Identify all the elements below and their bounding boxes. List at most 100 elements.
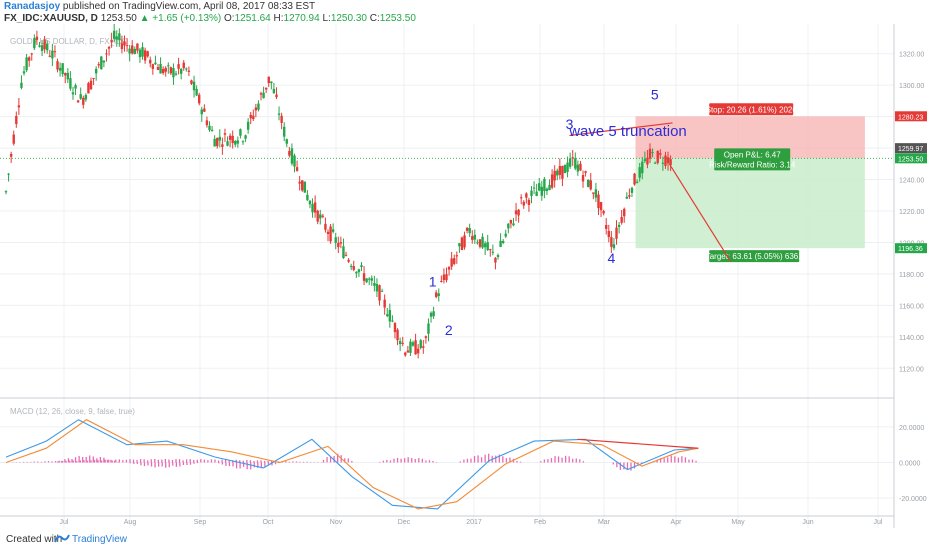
candle [262, 92, 265, 99]
candle [179, 68, 183, 74]
candle [386, 314, 389, 317]
candle [664, 155, 667, 166]
risk-reward-tool[interactable] [0, 116, 894, 249]
candle [275, 94, 278, 98]
chart-annotations: Stop: 20.26 (1.61%) 2026 Target: 63.61 (5… [429, 86, 803, 338]
author-name[interactable]: Ranadasjoy [4, 1, 61, 12]
candle [64, 73, 67, 76]
candle [545, 188, 549, 192]
time-tick-label: Feb [534, 519, 546, 526]
candle [447, 266, 451, 270]
projection-line [668, 163, 732, 262]
candle [9, 153, 13, 157]
candle [666, 157, 670, 164]
candle [349, 265, 353, 267]
candle [607, 230, 610, 238]
candle [226, 141, 229, 146]
wave-label: 4 [607, 250, 615, 266]
candle [501, 241, 505, 243]
wave-label: 3 [566, 116, 574, 132]
candle [22, 71, 26, 74]
candle [553, 170, 556, 181]
time-tick-label: Jul [874, 519, 883, 526]
wave-trendline [569, 122, 673, 137]
candle [316, 210, 319, 222]
open-value: 1251.64 [234, 13, 271, 24]
candle [360, 265, 363, 268]
candle [46, 44, 49, 51]
price-tick-label: 1320.00 [899, 52, 924, 59]
candle [540, 186, 544, 196]
candle [656, 151, 659, 163]
candle [561, 165, 564, 179]
price-change: ▲ +1.65 (+0.13%) [139, 13, 222, 24]
candle [283, 126, 286, 137]
macd-pane [5, 419, 699, 510]
candle [453, 258, 456, 264]
candle [342, 246, 345, 259]
candle [532, 187, 536, 189]
candle [195, 88, 198, 96]
candle [218, 136, 222, 141]
candle [249, 114, 252, 119]
target-label-box [709, 250, 800, 263]
candle [110, 39, 113, 43]
candle [125, 45, 129, 47]
chart-area[interactable]: GOLD / US DOLLAR, D, FX_IDC Stop: 20.26 … [0, 24, 932, 528]
candle [277, 113, 281, 115]
time-tick-label: Dec [398, 519, 411, 526]
candle [326, 231, 330, 235]
candle [131, 45, 134, 54]
time-tick-label: Jun [802, 519, 813, 526]
candle [440, 280, 443, 282]
candle [568, 158, 572, 167]
time-tick-label: Jul [60, 519, 69, 526]
candle [280, 115, 283, 123]
candle [298, 181, 301, 184]
candle [239, 129, 242, 136]
candle [177, 64, 180, 69]
candle [571, 157, 574, 159]
candle [7, 173, 10, 175]
candle [33, 38, 36, 49]
close-value: 1253.50 [379, 13, 416, 24]
candle [159, 63, 162, 74]
macd-tick-label: -20.0000 [899, 496, 927, 503]
candle [244, 135, 247, 139]
candle [653, 162, 657, 164]
candle [486, 242, 489, 251]
time-tick-label: Aug [124, 519, 137, 526]
candle [141, 47, 144, 57]
candle [623, 208, 626, 217]
candle [234, 140, 237, 145]
price-tick-label: 1240.00 [899, 178, 924, 185]
candle [615, 227, 618, 239]
candle [156, 67, 160, 70]
candle [56, 61, 59, 70]
candle [87, 83, 90, 94]
candle [563, 165, 567, 174]
candle [628, 195, 631, 197]
time-tick-label: May [731, 519, 745, 526]
price-axis[interactable]: 1120.001140.001160.001180.001200.001220.… [895, 52, 927, 503]
candle [92, 77, 95, 79]
time-tick-label: Apr [671, 519, 683, 526]
candle [548, 184, 551, 191]
price-tick-label: 1180.00 [899, 272, 924, 279]
candle [543, 178, 546, 192]
time-tick-label: Mar [598, 519, 611, 526]
price-tag: 1280.23 [898, 114, 923, 121]
candle [458, 243, 461, 247]
candle [321, 215, 325, 217]
candle [494, 257, 497, 263]
price-tag: 1253.50 [898, 156, 923, 163]
candle [535, 191, 538, 197]
time-axis[interactable]: Jul Aug Sep Oct Nov Dec 2017 Feb Mar Apr May Jun Jul [60, 519, 883, 526]
candle [409, 341, 412, 353]
candle [599, 202, 603, 211]
price-tick-label: 1220.00 [899, 209, 924, 216]
tradingview-brand[interactable]: TradingView [72, 534, 128, 545]
time-tick-label: Oct [263, 519, 274, 526]
candle [404, 352, 407, 356]
candle [288, 151, 291, 156]
